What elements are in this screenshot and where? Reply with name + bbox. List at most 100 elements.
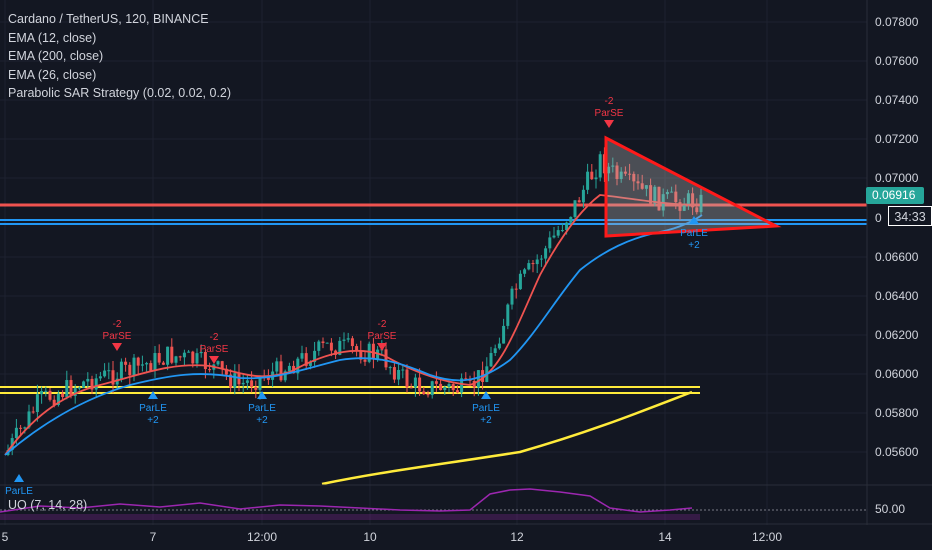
candle-body — [518, 273, 522, 290]
time-tick-label: 14 — [658, 530, 672, 544]
time-tick-label: 12:00 — [247, 530, 277, 544]
candle-body — [451, 384, 455, 391]
candle-body — [418, 377, 422, 392]
time-tick-label: 7 — [150, 530, 157, 544]
time-tick-label: 10 — [363, 530, 377, 544]
candle-body — [224, 368, 228, 375]
triangle-pattern-shape — [604, 135, 782, 238]
oscillator-pane — [0, 484, 932, 520]
short-signal-label: ParSE — [595, 108, 624, 119]
candle-body — [489, 353, 493, 367]
candle-body — [195, 353, 199, 364]
price-tick-label: 0.06600 — [875, 250, 919, 264]
candle-body — [82, 381, 86, 388]
price-axis: 0.07800 0.07600 0.07400 0.07200 0.07000 0.066… — [866, 0, 919, 525]
candle-body — [300, 353, 304, 359]
candle-body — [317, 341, 321, 351]
candle-body — [502, 325, 506, 344]
oscillator-label[interactable]: UO (7, 14, 28) — [8, 498, 88, 512]
candle-body — [539, 258, 543, 260]
candle-body — [531, 263, 535, 265]
candle-body — [86, 378, 90, 382]
candle-body — [691, 193, 695, 208]
candle-body — [355, 346, 359, 351]
candle-body — [371, 343, 375, 359]
candle-body — [329, 342, 333, 351]
candle-body — [443, 387, 447, 391]
candle-body — [674, 191, 678, 203]
long-signal-arrow — [689, 216, 699, 224]
candle-body — [199, 351, 203, 354]
candle-body — [657, 186, 661, 211]
time-tick-label: 5 — [2, 530, 9, 544]
candle-body — [640, 183, 644, 189]
candle-body — [388, 367, 392, 369]
candle-body — [40, 391, 44, 395]
candle-body — [615, 165, 619, 179]
time-axis: 5 7 12:00 10 12 14 12:00 — [0, 523, 932, 544]
candle-body — [140, 364, 144, 366]
candle-body — [35, 394, 39, 413]
candle-body — [27, 411, 31, 428]
candle-body — [287, 365, 291, 372]
candle-body — [48, 390, 52, 400]
candle-body — [98, 376, 102, 379]
candle-body — [581, 189, 585, 203]
candle-body — [384, 349, 388, 368]
long-signal-arrow — [14, 474, 24, 482]
candle-body — [19, 427, 23, 429]
candle-body — [552, 235, 556, 238]
strategy-signals: ParLE-2ParSEParLE+2-2ParSEParLE+2-2ParSE… — [5, 96, 708, 497]
candle-body — [422, 391, 426, 395]
indicator-ema12[interactable]: EMA (12, close) — [8, 30, 97, 45]
candle-body — [23, 427, 27, 429]
candle-body — [107, 370, 111, 372]
candle-body — [405, 369, 409, 388]
candle-body — [182, 352, 186, 358]
indicator-ema200[interactable]: EMA (200, close) — [8, 49, 104, 63]
candle-body — [52, 399, 56, 406]
candle-body — [308, 362, 312, 366]
candle-body — [275, 361, 279, 372]
price-tick-label: 0.07600 — [875, 54, 919, 68]
candle-body — [514, 288, 518, 290]
candle-body — [170, 346, 174, 363]
candle-body — [245, 380, 249, 383]
candle-body — [573, 200, 577, 217]
indicator-ema26[interactable]: EMA (26, close) — [8, 67, 97, 82]
long-signal-qty: +2 — [688, 240, 700, 251]
candle-body — [602, 154, 606, 174]
short-signal-arrow — [377, 343, 387, 351]
candle-body — [132, 357, 136, 376]
candle-body — [350, 338, 354, 347]
candle-body — [321, 341, 325, 344]
candle-body — [359, 350, 363, 360]
candle-body — [124, 361, 128, 365]
candle-body — [203, 351, 207, 370]
candle-body — [14, 427, 18, 439]
candle-body — [527, 263, 531, 270]
long-signal-label: ParLE — [472, 403, 500, 414]
candle-body — [208, 369, 212, 371]
time-tick-label: 12:00 — [752, 530, 782, 544]
ema-lines — [4, 194, 703, 456]
price-tick-label: 0.06200 — [875, 328, 919, 342]
price-tick-label: 0.06400 — [875, 289, 919, 303]
candle-body — [77, 387, 81, 389]
price-tick-label: 0.07800 — [875, 15, 919, 29]
candle-body — [220, 361, 224, 369]
price-tick-label: 0.05600 — [875, 445, 919, 459]
candle-body — [611, 165, 615, 167]
price-tick-label: 0.07200 — [875, 132, 919, 146]
candle-body — [325, 342, 329, 344]
candle-body — [665, 191, 669, 195]
price-tick-label: 0.06000 — [875, 367, 919, 381]
candle-body — [594, 177, 598, 180]
symbol-title: Cardano / TetherUS, 120, BINANCE — [8, 12, 209, 26]
triangle-pattern — [604, 135, 782, 238]
short-signal-qty: -2 — [210, 332, 219, 343]
candle-body — [455, 390, 459, 393]
indicator-sar-strategy[interactable]: Parabolic SAR Strategy (0.02, 0.02, 0.2) — [8, 86, 232, 100]
short-signal-arrow — [604, 120, 614, 128]
